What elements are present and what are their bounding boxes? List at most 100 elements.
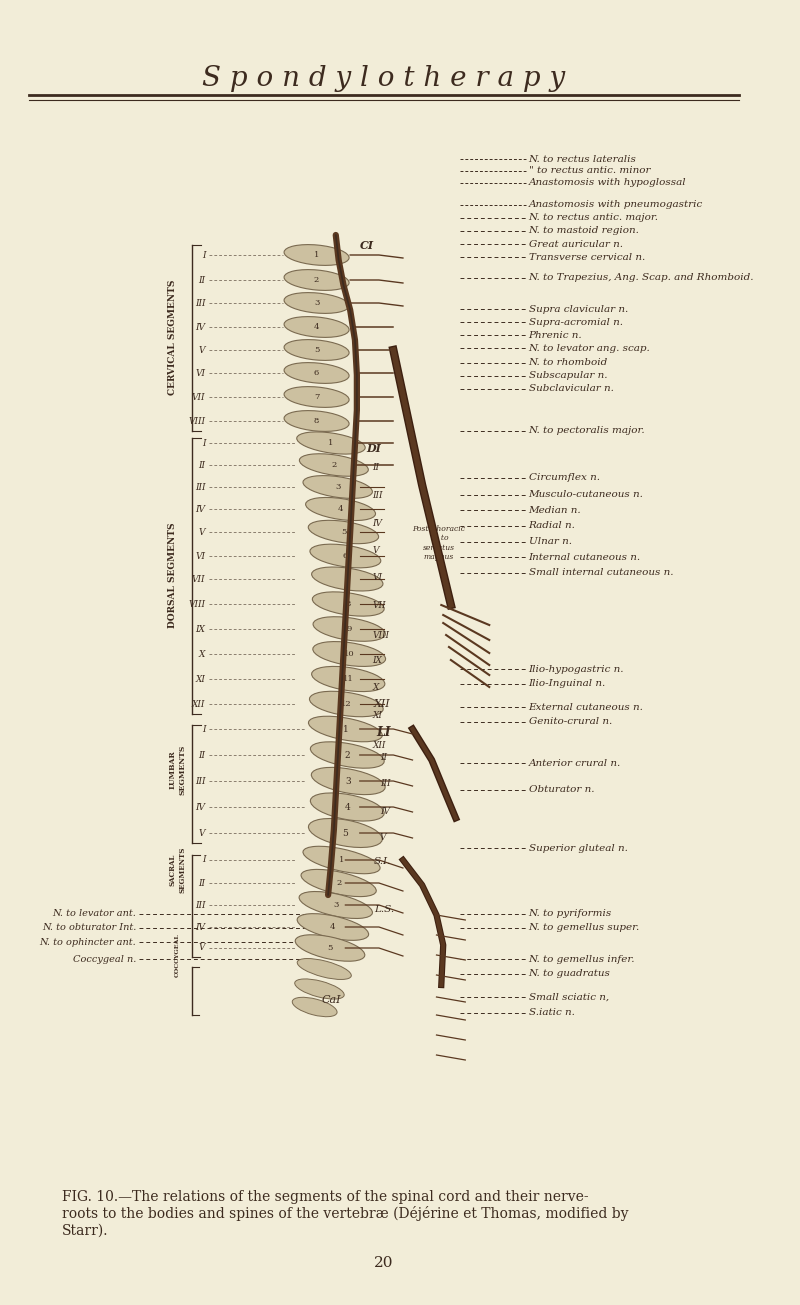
Text: Anastomosis with hypoglossal: Anastomosis with hypoglossal: [529, 179, 686, 187]
Text: 2: 2: [336, 880, 342, 887]
Text: 20: 20: [374, 1255, 394, 1270]
Text: Ilio-hypogastric n.: Ilio-hypogastric n.: [529, 666, 624, 673]
Ellipse shape: [284, 270, 349, 291]
Text: 8: 8: [346, 600, 351, 608]
Text: 2: 2: [345, 750, 350, 760]
Text: IV: IV: [195, 803, 206, 812]
Text: Small sciatic n,: Small sciatic n,: [529, 993, 609, 1001]
Ellipse shape: [297, 432, 365, 454]
Text: 4: 4: [338, 505, 343, 513]
Text: N. to obturator Int.: N. to obturator Int.: [42, 924, 136, 932]
Text: II: II: [198, 750, 206, 760]
Text: CERVICAL SEGMENTS: CERVICAL SEGMENTS: [168, 279, 177, 394]
Text: N. to mastoid region.: N. to mastoid region.: [529, 227, 639, 235]
Text: IV: IV: [195, 505, 206, 513]
Text: N. to Trapezius, Ang. Scap. and Rhomboid.: N. to Trapezius, Ang. Scap. and Rhomboid…: [529, 274, 754, 282]
Text: II: II: [372, 462, 379, 471]
Text: Small internal cutaneous n.: Small internal cutaneous n.: [529, 569, 673, 577]
Text: N. to pectoralis major.: N. to pectoralis major.: [529, 427, 646, 435]
Text: XII: XII: [372, 740, 386, 749]
Text: III: III: [194, 299, 206, 308]
Ellipse shape: [309, 818, 382, 847]
Text: V: V: [198, 944, 206, 953]
Text: 4: 4: [314, 324, 319, 331]
Text: N. to gemellus infer.: N. to gemellus infer.: [529, 955, 635, 963]
Ellipse shape: [306, 497, 375, 521]
Text: II: II: [198, 878, 206, 887]
Ellipse shape: [312, 592, 384, 616]
Text: Subclavicular n.: Subclavicular n.: [529, 385, 614, 393]
Ellipse shape: [299, 891, 373, 919]
Text: IX: IX: [372, 655, 382, 664]
Ellipse shape: [284, 363, 349, 384]
Text: VI: VI: [195, 368, 206, 377]
Text: N. to guadratus: N. to guadratus: [529, 970, 610, 977]
Text: COCCYGEAL: COCCYGEAL: [175, 933, 180, 977]
Text: SACRAL
SEGMENTS: SACRAL SEGMENTS: [169, 847, 186, 893]
Text: Coccygeal n.: Coccygeal n.: [73, 955, 136, 963]
Text: Ilio-Inguinal n.: Ilio-Inguinal n.: [529, 680, 606, 688]
Text: III: III: [194, 900, 206, 910]
Text: LI: LI: [376, 726, 390, 739]
Text: 3: 3: [346, 776, 351, 786]
Text: N. to gemellus super.: N. to gemellus super.: [529, 924, 640, 932]
Text: N. to ophincter ant.: N. to ophincter ant.: [39, 938, 136, 946]
Text: III: III: [372, 491, 382, 500]
Text: Internal cutaneous n.: Internal cutaneous n.: [529, 553, 641, 561]
Text: 10: 10: [344, 650, 354, 658]
Text: L.S.: L.S.: [374, 906, 394, 915]
Text: IV: IV: [195, 923, 206, 932]
Text: Musculo-cutaneous n.: Musculo-cutaneous n.: [529, 491, 643, 499]
Text: IV: IV: [380, 806, 390, 816]
Text: X: X: [199, 650, 206, 659]
Text: S p o n d y l o t h e r a p y: S p o n d y l o t h e r a p y: [202, 65, 566, 91]
Ellipse shape: [284, 244, 349, 265]
Text: 5: 5: [341, 529, 346, 536]
Text: 9: 9: [346, 625, 352, 633]
Text: VII: VII: [192, 574, 206, 583]
Text: VIII: VIII: [372, 630, 390, 639]
Text: Subscapular n.: Subscapular n.: [529, 372, 607, 380]
Ellipse shape: [313, 617, 386, 641]
Text: Ulnar n.: Ulnar n.: [529, 538, 571, 545]
Ellipse shape: [313, 642, 386, 667]
Text: I: I: [202, 251, 206, 260]
Text: S.iatic n.: S.iatic n.: [529, 1009, 574, 1017]
Text: XI: XI: [195, 675, 206, 684]
Ellipse shape: [308, 521, 378, 544]
Text: V: V: [372, 545, 378, 555]
Ellipse shape: [284, 411, 349, 432]
Text: 5: 5: [314, 346, 319, 354]
Text: V: V: [198, 829, 206, 838]
Text: XI: XI: [372, 710, 382, 719]
Text: Anterior crural n.: Anterior crural n.: [529, 760, 621, 767]
Text: 11: 11: [343, 675, 354, 683]
Ellipse shape: [310, 544, 381, 568]
Text: 1: 1: [328, 438, 334, 448]
Ellipse shape: [311, 767, 385, 795]
Text: CI: CI: [360, 240, 374, 251]
Text: 6: 6: [314, 369, 319, 377]
Text: VII: VII: [372, 600, 386, 609]
Text: Great auricular n.: Great auricular n.: [529, 240, 622, 248]
Text: 5: 5: [327, 944, 333, 953]
Text: 1: 1: [342, 724, 348, 733]
Text: Supra clavicular n.: Supra clavicular n.: [529, 305, 628, 313]
Text: N. to levator ang. scap.: N. to levator ang. scap.: [529, 345, 650, 352]
Text: DI: DI: [366, 442, 382, 454]
Ellipse shape: [297, 913, 369, 941]
Ellipse shape: [284, 339, 349, 360]
Text: " to rectus antic. minor: " to rectus antic. minor: [529, 167, 650, 175]
Ellipse shape: [310, 793, 384, 821]
Text: II: II: [380, 753, 387, 762]
Ellipse shape: [284, 317, 349, 338]
Text: VIII: VIII: [188, 599, 206, 608]
Ellipse shape: [309, 716, 382, 741]
Text: Radial n.: Radial n.: [529, 522, 575, 530]
Text: VI: VI: [372, 573, 382, 582]
Ellipse shape: [294, 979, 344, 1000]
Text: N. to pyriformis: N. to pyriformis: [529, 910, 612, 917]
Ellipse shape: [303, 846, 380, 874]
Text: DORSAL SEGMENTS: DORSAL SEGMENTS: [168, 522, 177, 628]
Text: S.I.: S.I.: [374, 857, 391, 867]
